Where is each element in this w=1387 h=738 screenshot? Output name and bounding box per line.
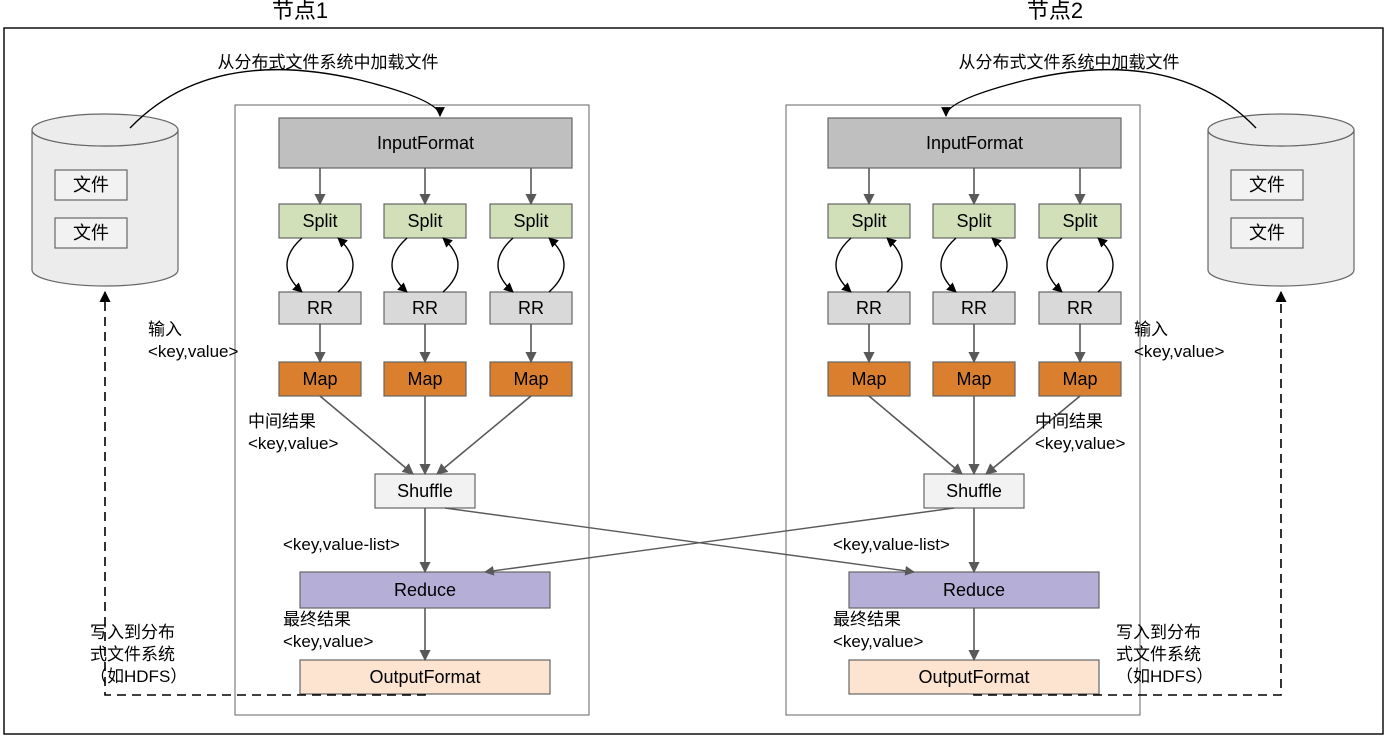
- split-n1-0-label: Split: [302, 211, 337, 231]
- rr-n1-0-label: RR: [307, 298, 333, 318]
- file-box-label: 文件: [1249, 175, 1285, 195]
- loop: [941, 238, 956, 292]
- load-label-1: 从分布式文件系统中加载文件: [218, 53, 439, 72]
- map-n2-2-label: Map: [1062, 369, 1097, 389]
- load-label-2: 从分布式文件系统中加载文件: [959, 53, 1180, 72]
- arrow: [869, 396, 962, 474]
- mid-kv-n2: <key,value>: [1035, 434, 1125, 453]
- loop: [443, 238, 458, 292]
- inputformat-n1-label: InputFormat: [377, 133, 474, 153]
- final-kv-n1: <key,value>: [283, 632, 373, 651]
- reduce-n1-label: Reduce: [394, 580, 456, 600]
- write-label-n1: 式文件系统: [90, 645, 175, 664]
- loop: [992, 238, 1007, 292]
- input-kv-n2: 输入: [1134, 320, 1168, 339]
- map-n2-0-label: Map: [851, 369, 886, 389]
- file-box-label: 文件: [73, 175, 109, 195]
- rr-n1-1-label: RR: [412, 298, 438, 318]
- write-label-n2: （如HDFS）: [1116, 667, 1213, 686]
- loop: [392, 238, 407, 292]
- arrow: [437, 396, 531, 474]
- list-kv-n1: <key,value-list>: [283, 535, 400, 554]
- outputformat-n1-label: OutputFormat: [369, 667, 480, 687]
- file-box-label: 文件: [1249, 223, 1285, 243]
- loop: [836, 238, 851, 292]
- title-node2: 节点2: [1027, 0, 1083, 23]
- split-n2-1-label: Split: [956, 211, 991, 231]
- final-kv-n2: <key,value>: [833, 632, 923, 651]
- split-n2-2-label: Split: [1062, 211, 1097, 231]
- loop: [887, 238, 902, 292]
- reduce-n2-label: Reduce: [943, 580, 1005, 600]
- split-n2-0-label: Split: [851, 211, 886, 231]
- input-kv-n1: 输入: [148, 320, 182, 339]
- map-n2-1-label: Map: [956, 369, 991, 389]
- loop: [498, 238, 513, 292]
- mid-kv-n2: 中间结果: [1035, 412, 1103, 431]
- split-n1-1-label: Split: [407, 211, 442, 231]
- final-kv-n1: 最终结果: [283, 610, 351, 629]
- list-kv-n2: <key,value-list>: [833, 535, 950, 554]
- inputformat-n2-label: InputFormat: [926, 133, 1023, 153]
- write-label-n1: 写入到分布: [90, 623, 175, 642]
- shuffle-n1-label: Shuffle: [397, 481, 453, 501]
- final-kv-n2: 最终结果: [833, 610, 901, 629]
- rr-n1-2-label: RR: [518, 298, 544, 318]
- cylinder-top: [32, 114, 178, 146]
- loop: [1047, 238, 1062, 292]
- rr-n2-2-label: RR: [1067, 298, 1093, 318]
- mid-kv-n1: 中间结果: [248, 412, 316, 431]
- title-node1: 节点1: [272, 0, 328, 23]
- input-kv-n2: <key,value>: [1134, 342, 1224, 361]
- cylinder-top: [1208, 114, 1354, 146]
- split-n1-2-label: Split: [513, 211, 548, 231]
- loop: [549, 238, 564, 292]
- cylinder-body: [1208, 130, 1354, 286]
- map-n1-1-label: Map: [407, 369, 442, 389]
- cylinder-body: [32, 130, 178, 286]
- input-kv-n1: <key,value>: [148, 342, 238, 361]
- rr-n2-0-label: RR: [856, 298, 882, 318]
- write-label-n2: 写入到分布: [1116, 623, 1201, 642]
- mid-kv-n1: <key,value>: [248, 434, 338, 453]
- map-n1-2-label: Map: [513, 369, 548, 389]
- shuffle-n2-label: Shuffle: [946, 481, 1002, 501]
- file-box-label: 文件: [73, 223, 109, 243]
- map-n1-0-label: Map: [302, 369, 337, 389]
- rr-n2-1-label: RR: [961, 298, 987, 318]
- outputformat-n2-label: OutputFormat: [918, 667, 1029, 687]
- loop: [338, 238, 353, 292]
- write-label-n2: 式文件系统: [1116, 645, 1201, 664]
- loop: [287, 238, 302, 292]
- loop: [1098, 238, 1113, 292]
- write-label-n1: （如HDFS）: [90, 667, 187, 686]
